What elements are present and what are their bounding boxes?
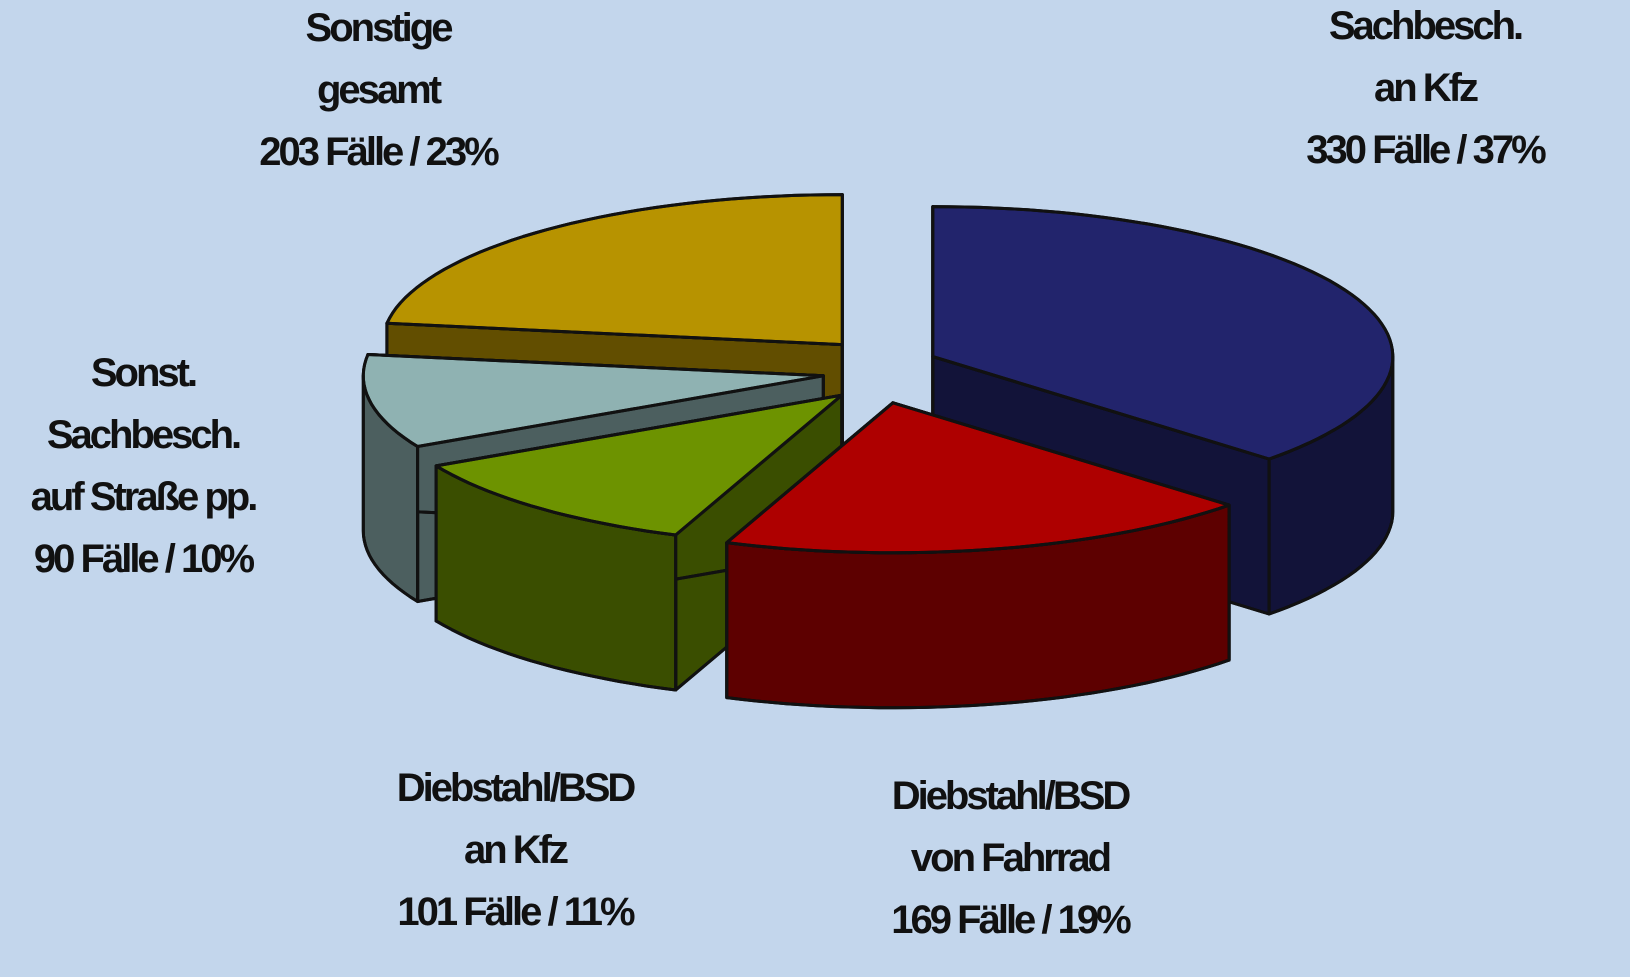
slice-label: Sonst. Sachbesch. auf Straße pp. 90 Fälle /… [31,351,257,581]
label-line: Diebstahl/BSD [892,774,1131,818]
label-line: Sachbesch. [1329,4,1522,48]
slice-top-shade [725,401,1231,555]
value-label: 169 Fälle / 19% [891,898,1131,942]
label-line: auf Straße pp. [31,475,257,519]
slice-label: Diebstahl/BSD an Kfz 101 Fälle / 11% [397,766,636,934]
label-line: Sonstige [306,6,453,50]
value-label: 330 Fälle / 37% [1306,128,1546,172]
label-line: Sonst. [91,351,196,395]
slice-label: Sachbesch. an Kfz 330 Fälle / 37% [1306,4,1546,172]
slice-top-shade [931,205,1395,461]
label-line: Diebstahl/BSD [397,766,636,810]
slice-top-shade [385,193,844,347]
label-line: gesamt [317,68,442,112]
slice-label: Sonstige gesamt 203 Fälle / 23% [259,6,499,174]
value-label: 101 Fälle / 11% [397,890,635,934]
slice-top-shade [361,353,825,448]
label-line: Sachbesch. [47,413,240,457]
slice-label: Diebstahl/BSD von Fahrrad 169 Fälle / 19% [891,774,1131,942]
slice-top-shade [434,393,844,537]
label-line: von Fahrrad [911,836,1110,880]
value-label: 90 Fälle / 10% [34,537,255,581]
value-label: 203 Fälle / 23% [259,130,499,174]
label-line: an Kfz [1374,66,1478,110]
label-line: an Kfz [464,828,568,872]
